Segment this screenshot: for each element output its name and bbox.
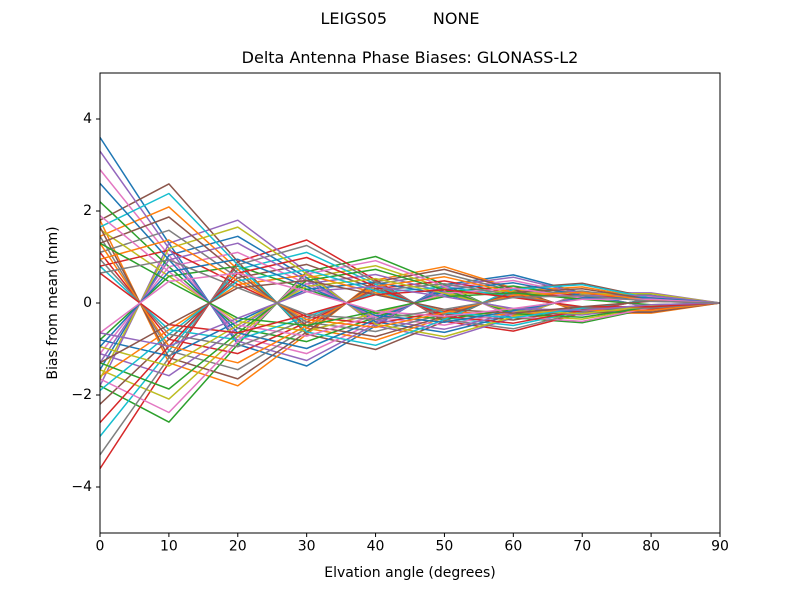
series-line-33 <box>99 268 721 390</box>
x-tick-label: 60 <box>504 539 522 555</box>
x-tick-label: 80 <box>642 539 660 555</box>
series-line-36 <box>99 216 721 338</box>
axes-title: Delta Antenna Phase Biases: GLONASS-L2 <box>241 48 579 67</box>
x-tick-label: 50 <box>436 539 454 555</box>
series-line-48 <box>99 259 721 321</box>
x-axis-label: Elvation angle (degrees) <box>324 565 495 581</box>
series-line-46 <box>99 279 721 364</box>
x-tick-label: 30 <box>298 539 316 555</box>
x-tick-label: 20 <box>229 539 247 555</box>
x-tick-label: 40 <box>367 539 385 555</box>
series-line-30 <box>99 192 721 347</box>
series-line-45 <box>99 285 721 347</box>
x-tick-label: 0 <box>96 539 105 555</box>
y-tick-label: −4 <box>71 479 92 495</box>
series-lines <box>99 136 721 470</box>
x-tick-label: 70 <box>573 539 591 555</box>
x-tick-label: 90 <box>711 539 729 555</box>
y-tick-label: 0 <box>83 295 92 311</box>
series-line-43 <box>99 242 721 327</box>
series-line-39 <box>99 277 721 367</box>
y-tick-label: −2 <box>71 387 92 403</box>
axis-ticks: 0 10 20 30 40 50 60 70 80 90 −4 −2 0 2 4 <box>71 111 729 555</box>
series-line-6 <box>99 183 721 351</box>
series-line-42 <box>99 239 721 329</box>
y-tick-label: 2 <box>83 203 92 219</box>
x-tick-label: 10 <box>160 539 178 555</box>
figure-suptitle: LEIGS05 NONE <box>320 9 480 28</box>
series-line-27 <box>99 259 721 414</box>
series-line-3 <box>99 255 721 423</box>
y-tick-label: 4 <box>83 111 92 127</box>
y-axis-label: Bias from mean (mm) <box>45 226 61 379</box>
